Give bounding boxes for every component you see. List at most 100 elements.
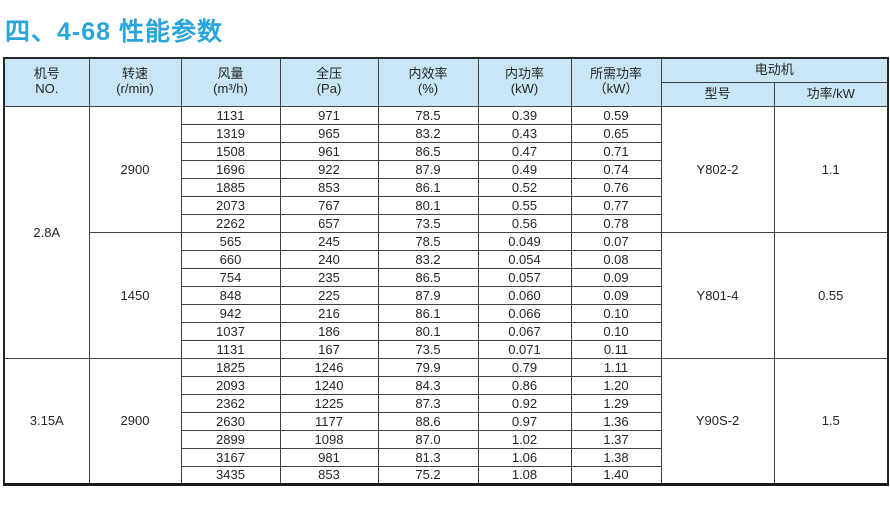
cell-power: 0.060 (477, 285, 572, 305)
header-unit: （kW） (593, 81, 639, 97)
table-row: 1131 167 73.5 0.071 0.11 (4, 339, 888, 359)
cell-power: 0.049 (477, 231, 572, 251)
cell-power: 0.43 (477, 123, 572, 143)
table-row: 2262 657 73.5 0.56 0.78 (4, 213, 888, 233)
table-row: 754 235 86.5 0.057 0.09 (4, 267, 888, 287)
cell-required-power: 0.10 (570, 321, 662, 341)
cell-flow: 1885 (180, 177, 281, 197)
cell-flow: 565 (180, 231, 281, 251)
cell-pressure: 965 (279, 123, 379, 143)
table-row: 2093 1240 84.3 0.86 1.20 (4, 375, 888, 395)
cell-pressure: 767 (279, 195, 379, 215)
cell-pressure: 225 (279, 285, 379, 305)
header-label: 内效率 (408, 66, 448, 82)
header-unit: (r/min) (116, 81, 154, 97)
cell-efficiency: 86.5 (377, 141, 479, 161)
cell-flow: 1131 (180, 105, 281, 125)
table-row: 3435 853 75.2 1.08 1.40 (4, 465, 888, 485)
cell-power: 1.06 (477, 447, 572, 467)
cell-efficiency: 73.5 (377, 339, 479, 359)
cell-efficiency: 75.2 (377, 465, 479, 485)
header-label: 所需功率 (589, 66, 642, 82)
cell-power: 0.55 (477, 195, 572, 215)
cell-efficiency: 86.5 (377, 267, 479, 287)
cell-power: 0.057 (477, 267, 572, 287)
table-row: 2362 1225 87.3 0.92 1.29 (4, 393, 888, 413)
cell-pressure: 1225 (279, 393, 379, 413)
cell-power: 0.92 (477, 393, 572, 413)
cell-efficiency: 73.5 (377, 213, 479, 233)
performance-table: 机号 NO. 转速 (r/min) 风量 (m³/h) 全压 (Pa) 内效率 (3, 57, 890, 486)
cell-pressure: 235 (279, 267, 379, 287)
cell-pressure: 1246 (279, 357, 379, 377)
cell-required-power: 1.11 (570, 357, 662, 377)
cell-required-power: 0.07 (570, 231, 662, 251)
cell-flow: 1696 (180, 159, 281, 179)
cell-motor-power: 1.5 (773, 357, 889, 485)
cell-speed: 2900 (88, 357, 182, 485)
cell-power: 0.47 (477, 141, 572, 161)
cell-required-power: 0.74 (570, 159, 662, 179)
table-row: 1450 565 245 78.5 0.049 0.07 Y801-4 0.55 (4, 231, 889, 359)
cell-power: 0.52 (477, 177, 572, 197)
col-header-power: 内功率 (kW) (477, 57, 572, 107)
cell-efficiency: 87.3 (377, 393, 479, 413)
cell-required-power: 0.09 (570, 285, 662, 305)
page-title: 四、4-68 性能参数 (5, 18, 223, 46)
cell-pressure: 1177 (279, 411, 379, 431)
cell-power: 0.56 (477, 213, 572, 233)
table-row: 848 225 87.9 0.060 0.09 (4, 285, 888, 305)
cell-pressure: 245 (279, 231, 379, 251)
cell-required-power: 0.59 (570, 105, 662, 125)
cell-flow: 2362 (180, 393, 281, 413)
cell-required-power: 0.77 (570, 195, 662, 215)
cell-required-power: 0.09 (570, 267, 662, 287)
cell-flow: 1319 (180, 123, 281, 143)
cell-efficiency: 78.5 (377, 231, 479, 251)
col-header-motor-model: 型号 (660, 81, 775, 107)
cell-flow: 1131 (180, 339, 281, 359)
header-label: 内功率 (504, 66, 544, 82)
cell-pressure: 853 (279, 465, 379, 485)
cell-efficiency: 83.2 (377, 249, 479, 269)
col-header-motor-power: 功率/kW (773, 81, 889, 107)
cell-required-power: 0.11 (570, 339, 662, 359)
cell-motor-model: Y90S-2 (660, 357, 775, 485)
cell-flow: 2073 (180, 195, 281, 215)
header-row-top: 机号 NO. 转速 (r/min) 风量 (m³/h) 全压 (Pa) 内效率 (3, 57, 889, 107)
table-row: 1319 965 83.2 0.43 0.65 (4, 123, 888, 143)
cell-flow: 848 (180, 285, 281, 305)
col-header-machine-no: 机号 NO. (3, 57, 90, 107)
cell-required-power: 1.40 (570, 465, 662, 485)
cell-pressure: 961 (279, 141, 379, 161)
table-row: 2899 1098 87.0 1.02 1.37 (4, 429, 888, 449)
cell-machine-no: 3.15A (3, 357, 90, 485)
cell-pressure: 922 (279, 159, 379, 179)
cell-required-power: 0.08 (570, 249, 662, 269)
header-row-sub: 型号 功率/kW (4, 81, 889, 107)
cell-flow: 1037 (180, 321, 281, 341)
cell-pressure: 853 (279, 177, 379, 197)
cell-efficiency: 80.1 (377, 321, 479, 341)
cell-motor-model: Y801-4 (660, 231, 775, 359)
cell-efficiency: 78.5 (377, 105, 479, 125)
cell-pressure: 971 (279, 105, 379, 125)
cell-flow: 1825 (180, 357, 281, 377)
cell-efficiency: 87.9 (377, 159, 479, 179)
cell-required-power: 1.36 (570, 411, 662, 431)
cell-required-power: 0.65 (570, 123, 662, 143)
cell-pressure: 216 (279, 303, 379, 323)
cell-pressure: 1240 (279, 375, 379, 395)
cell-power: 1.02 (477, 429, 572, 449)
cell-required-power: 1.29 (570, 393, 662, 413)
col-header-motor-group: 电动机 (660, 57, 889, 83)
cell-speed: 2900 (88, 105, 182, 233)
table-row: 2.8A 2900 1131 971 78.5 0.39 0.59 Y802-2 1.1 (3, 105, 889, 359)
cell-power: 0.86 (477, 375, 572, 395)
table-row: 3.15A 2900 1825 1246 79.9 0.79 1.11 Y90S-2 1.5 (3, 357, 889, 485)
cell-efficiency: 86.1 (377, 177, 479, 197)
table-row: 1508 961 86.5 0.47 0.71 (4, 141, 888, 161)
header-unit: (Pa) (316, 81, 342, 97)
cell-required-power: 0.78 (570, 213, 662, 233)
